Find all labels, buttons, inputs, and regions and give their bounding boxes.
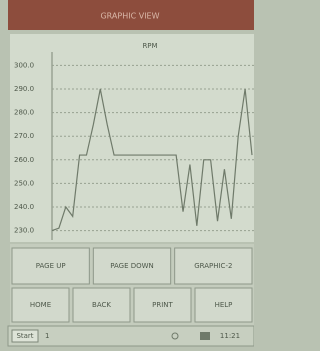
button[interactable]: PRINT — [134, 288, 191, 322]
title-text: GRAPHIC VIEW — [100, 12, 159, 21]
y-tick-label: 260.0 — [14, 156, 34, 164]
button-label: HELP — [215, 301, 233, 309]
y-tick-label: 240.0 — [14, 203, 34, 211]
button[interactable]: PAGE UP — [12, 248, 89, 284]
y-tick-label: 280.0 — [14, 109, 34, 117]
button-label: BACK — [92, 301, 111, 309]
status-time: 11:21 — [220, 332, 240, 340]
status-count: 1 — [45, 332, 49, 340]
button-label: PAGE UP — [36, 262, 66, 270]
screen: GRAPHIC VIEW RPM Start 1 11:21 230.0 240.… — [0, 0, 254, 347]
y-tick-label: 290.0 — [14, 85, 34, 93]
y-tick-label: 230.0 — [14, 227, 34, 235]
button-label: HOME — [30, 301, 51, 309]
button[interactable]: GRAPHIC-2 — [175, 248, 252, 284]
start-text: Start — [16, 332, 33, 340]
y-tick-label: 300.0 — [14, 61, 34, 69]
button[interactable]: HOME — [12, 288, 69, 322]
button[interactable]: BACK — [73, 288, 130, 322]
y-tick-label: 270.0 — [14, 132, 34, 140]
button[interactable]: PAGE DOWN — [93, 248, 170, 284]
chart-title: RPM — [142, 42, 157, 50]
button[interactable]: HELP — [195, 288, 252, 322]
y-tick-label: 250.0 — [14, 179, 34, 187]
button-label: PRINT — [152, 301, 173, 309]
battery-icon — [200, 332, 210, 340]
button-label: PAGE DOWN — [110, 262, 154, 270]
button-label: GRAPHIC-2 — [194, 262, 232, 270]
